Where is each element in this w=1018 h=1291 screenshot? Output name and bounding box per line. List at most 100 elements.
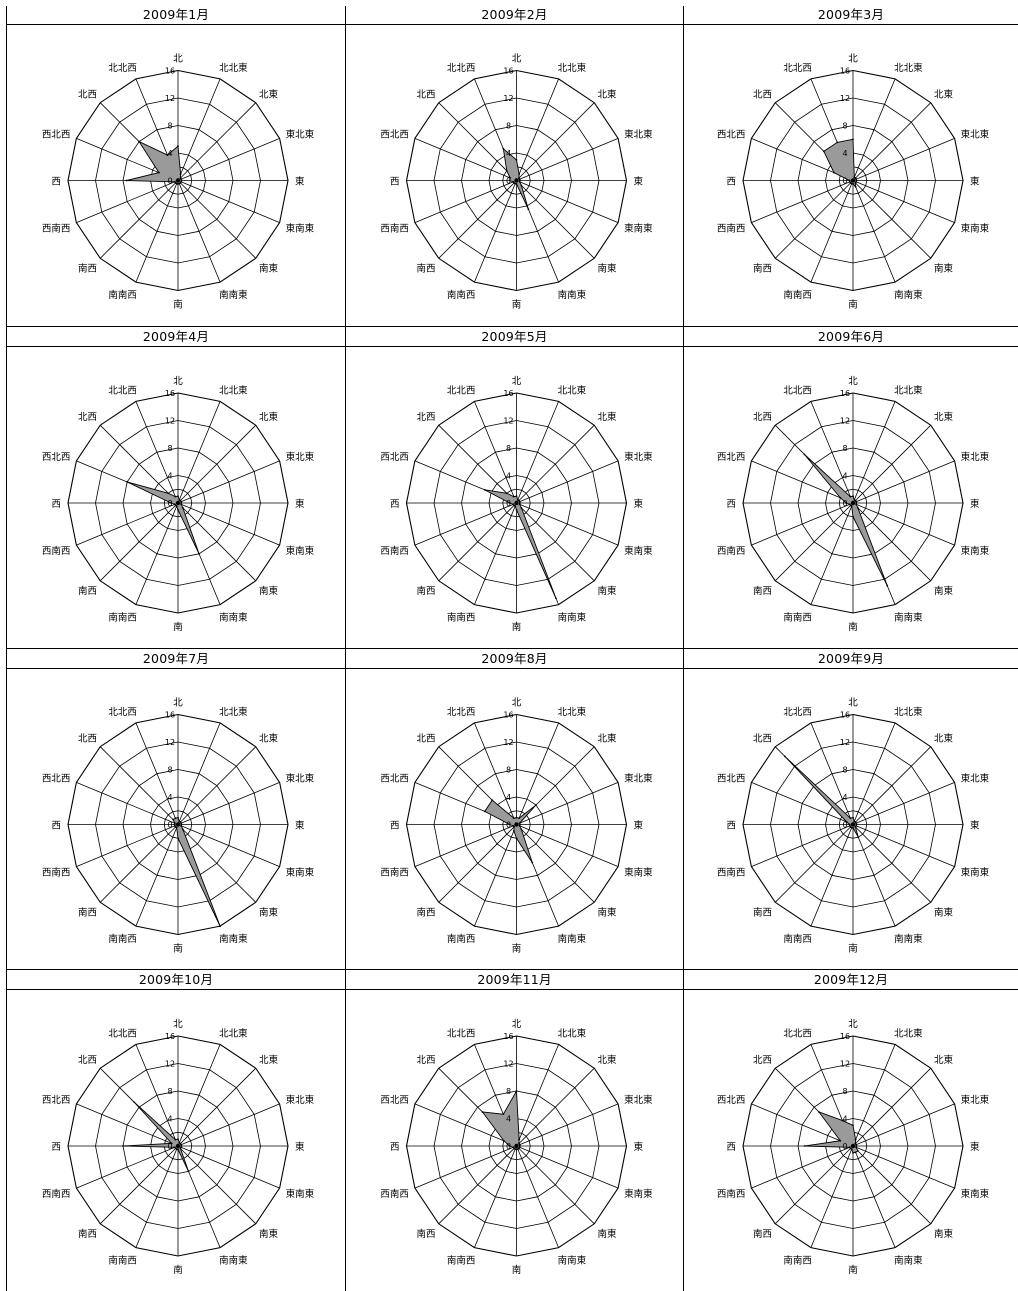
direction-label: 西 [51,177,61,188]
direction-label: 南西 [753,262,772,274]
grid-spoke [177,138,280,181]
direction-label: 西南西 [42,545,71,557]
direction-label: 南 [848,1264,858,1276]
direction-label: 北 [173,376,183,387]
radial-tick-label: 16 [165,67,175,76]
radial-tick-label: 12 [165,738,175,747]
direction-label: 西南西 [42,223,71,235]
grid-spoke [751,1145,854,1189]
data-point [512,495,515,498]
center-point [514,822,519,827]
grid-spoke [438,424,517,504]
direction-label: 北北西 [783,707,812,718]
direction-label: 北 [512,1019,522,1030]
direction-label: 南南西 [108,289,137,301]
grid-spoke [852,502,932,582]
data-point [852,816,854,819]
direction-label: 南西 [78,906,97,918]
direction-label: 東北東 [961,1094,990,1106]
grid-spoke [177,78,221,181]
direction-label: 南東 [259,585,279,597]
grid-spoke [852,746,932,825]
grid-spoke [516,460,619,504]
direction-label: 西南西 [42,867,71,879]
direction-label: 南南西 [783,1255,812,1267]
direction-label: 南南東 [219,1255,248,1267]
grid-spoke [135,502,179,605]
direction-label: 北北西 [447,385,476,396]
grid-spoke [810,180,854,283]
data-point [822,150,825,153]
radial-tick-label: 4 [506,472,511,481]
grid-spoke [774,1145,854,1225]
data-point [535,804,537,806]
radial-tick-label: 4 [506,793,511,802]
grid-spoke [852,460,955,504]
radial-tick-label: 8 [842,1087,847,1096]
data-point [852,138,854,141]
data-point [177,508,179,511]
direction-label: 北 [512,54,522,65]
radial-tick-label: 12 [165,94,175,103]
radial-tick-label: 12 [165,1060,175,1069]
direction-label: 西 [390,499,400,510]
data-point [854,185,857,188]
wind-rose-panel: 2009年6月 0 4 8 12 16 北北北東 北東 東北東東東南東 南東 南南東南 南南西 南西 西南… [684,328,1018,648]
data-point [177,495,179,498]
data-point [167,492,170,495]
data-point [180,824,183,827]
direction-label: 北北東 [894,706,923,718]
data-point [518,824,521,827]
grid-spoke [177,1067,257,1147]
direction-label: 北西 [78,734,97,745]
direction-label: 北北西 [447,63,476,74]
direction-label: 北 [848,698,858,709]
chart-title: 2009年4月 [7,328,345,347]
center-point [175,822,181,827]
direction-label: 南南東 [558,289,587,301]
row-divider [6,648,1018,649]
direction-label: 北東 [934,89,954,101]
row-divider [6,969,1018,970]
direction-label: 東 [970,1141,980,1153]
center-point [175,500,181,506]
data-point [181,506,184,509]
direction-label: 南西 [753,585,772,597]
data-point [172,818,175,821]
data-point [158,171,160,174]
grid-spoke [852,1145,932,1225]
direction-label: 南南東 [558,933,587,945]
data-point [491,799,494,802]
direction-label: 南南東 [558,1255,587,1267]
direction-label: 南東 [934,585,954,597]
direction-label: 北 [848,54,858,65]
direction-label: 東北東 [286,772,315,784]
direction-label: 北北東 [219,62,248,74]
grid-spoke [474,824,517,927]
direction-label: 南南東 [894,933,923,945]
direction-label: 北東 [597,733,617,745]
radial-tick-label: 0 [167,177,172,186]
radial-tick-label: 8 [167,444,172,453]
radial-tick-label: 4 [842,149,847,158]
grid-spoke [751,1103,854,1147]
direction-label: 南 [173,621,183,633]
grid-spoke [414,502,517,546]
direction-label: 北 [512,376,522,387]
direction-label: 北北西 [783,385,812,396]
radial-tick-label: 4 [167,1115,172,1124]
direction-label: 南 [173,1264,183,1276]
direction-label: 南 [512,299,522,311]
grid-spoke [135,824,179,927]
direction-label: 北北東 [558,706,587,718]
grid-spoke [852,1103,955,1147]
data-point [845,502,848,504]
direction-label: 北東 [259,89,279,101]
direction-label: 東南東 [961,545,990,557]
radial-tick-label: 0 [842,1142,847,1151]
grid-spoke [76,180,179,223]
grid-spoke [852,824,932,903]
radial-tick-label: 0 [167,821,172,830]
direction-label: 西南西 [717,867,746,879]
grid-spoke [177,824,280,867]
